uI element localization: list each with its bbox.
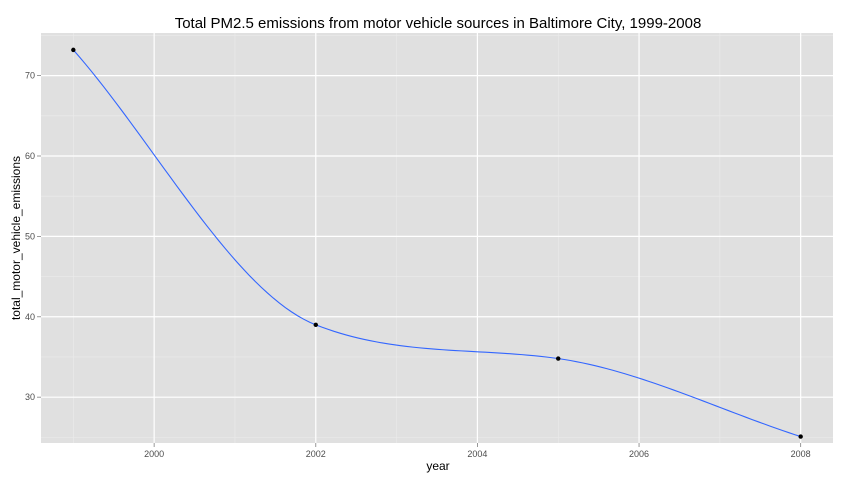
- x-tick-label: 2008: [791, 449, 811, 459]
- y-axis-title: total_motor_vehicle_emissions: [9, 156, 23, 320]
- chart-title: Total PM2.5 emissions from motor vehicle…: [175, 15, 702, 32]
- y-tick-label: 40: [25, 312, 35, 322]
- x-tick-label: 2004: [467, 449, 487, 459]
- minor-gridlines: [41, 33, 833, 443]
- data-point: [313, 322, 318, 328]
- plot-panel: [41, 33, 833, 443]
- x-tick-label: 2006: [629, 449, 649, 459]
- y-tick-label: 70: [25, 71, 35, 81]
- y-tick-label: 60: [25, 151, 35, 161]
- x-axis-ticks: 2000 2002 2004 2006 2008: [144, 443, 811, 459]
- series-line: [72, 49, 801, 438]
- data-points: [71, 47, 803, 439]
- x-tick-label: 2002: [306, 449, 326, 459]
- y-tick-label: 50: [25, 231, 35, 241]
- y-tick-label: 30: [25, 392, 35, 402]
- data-point: [556, 356, 561, 361]
- x-axis-title: year: [426, 459, 449, 473]
- data-point: [798, 434, 803, 439]
- x-tick-label: 2000: [144, 449, 164, 459]
- data-point: [71, 47, 76, 53]
- major-gridlines: [41, 33, 833, 443]
- y-axis-ticks: 30 40 50 60 70: [25, 71, 41, 402]
